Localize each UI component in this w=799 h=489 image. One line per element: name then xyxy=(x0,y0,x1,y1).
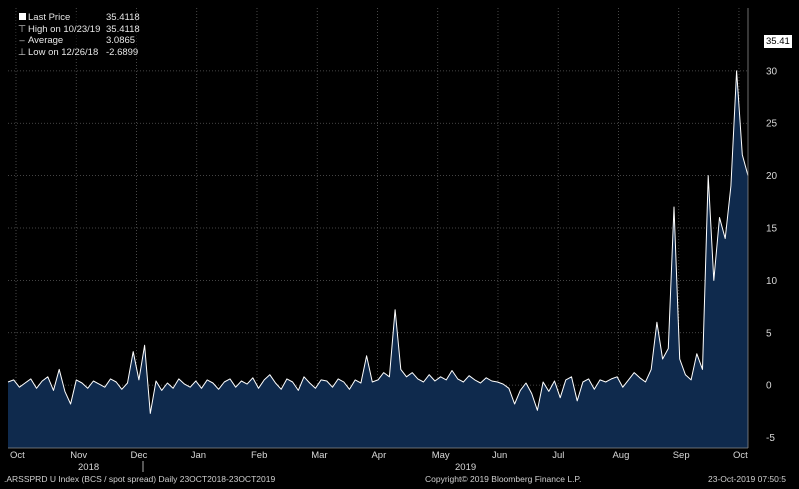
legend-high-label: High on 10/23/19 xyxy=(28,23,101,35)
legend-average: – Average 3.0865 xyxy=(16,35,140,47)
x-month-label: Jun xyxy=(492,450,507,461)
x-month-label: Oct xyxy=(733,450,748,461)
x-month-label: Jan xyxy=(191,450,206,461)
legend-low-value: -2.6899 xyxy=(106,46,139,58)
high-marker-icon: ⊤ xyxy=(17,23,27,35)
axis-layer: -5 0 5 10 15 20 25 30 Oct Nov Dec Jan Feb Mar Apr May Ju… xyxy=(8,8,778,473)
y-tick-label: 25 xyxy=(766,119,778,130)
y-tick-label: 15 xyxy=(766,224,778,235)
legend-last-price-label: Last Price xyxy=(28,12,71,23)
y-tick-label: 10 xyxy=(766,276,778,287)
y-tick-label: 30 xyxy=(766,66,778,77)
footer-timestamp: 23-Oct-2019 07:50:5 xyxy=(708,474,786,484)
x-month-label: Feb xyxy=(251,450,267,461)
legend-last-price: Last Price 35.4118 xyxy=(16,12,140,24)
series-line xyxy=(7,70,749,414)
footer-index-info: .ARSSPRD U Index (BCS / spot spread) Dai… xyxy=(4,474,276,484)
legend-low-label: Low on 12/26/18 xyxy=(28,46,99,58)
average-marker-icon: – xyxy=(19,35,25,46)
x-month-label: Dec xyxy=(130,450,147,461)
y-tick-label: -5 xyxy=(766,433,775,444)
low-marker-icon: ⊥ xyxy=(17,46,27,58)
legend-last-price-value: 35.4118 xyxy=(106,12,140,23)
chart-legend: Last Price 35.4118 ⊤ High on 10/23/19 35… xyxy=(16,12,140,58)
x-month-label: Mar xyxy=(311,450,327,461)
series-area-fill xyxy=(8,70,748,449)
legend-low: ⊥ Low on 12/26/18 -2.6899 xyxy=(16,47,140,59)
x-month-label: Apr xyxy=(371,450,386,461)
x-month-label: Aug xyxy=(612,450,629,461)
legend-high-value: 35.4118 xyxy=(106,23,140,35)
y-tick-label: 5 xyxy=(766,328,772,339)
legend-high: ⊤ High on 10/23/19 35.4118 xyxy=(16,24,140,36)
x-month-label: Jul xyxy=(552,450,564,461)
legend-average-value: 3.0865 xyxy=(106,35,136,46)
x-month-label: Nov xyxy=(70,450,87,461)
legend-average-label: Average xyxy=(28,35,64,46)
x-month-label: Oct xyxy=(10,450,25,461)
footer-copyright: Copyright© 2019 Bloomberg Finance L.P. xyxy=(425,474,582,484)
y-tick-label: 0 xyxy=(766,381,772,392)
x-year-label: 2019 xyxy=(455,462,476,473)
y-tick-label: 20 xyxy=(766,171,778,182)
x-month-label: May xyxy=(432,450,450,461)
x-year-label: 2018 xyxy=(78,462,99,473)
x-month-label: Sep xyxy=(673,450,690,461)
last-price-tag: 35.41 xyxy=(764,35,792,48)
last-price-swatch-icon xyxy=(16,12,28,24)
